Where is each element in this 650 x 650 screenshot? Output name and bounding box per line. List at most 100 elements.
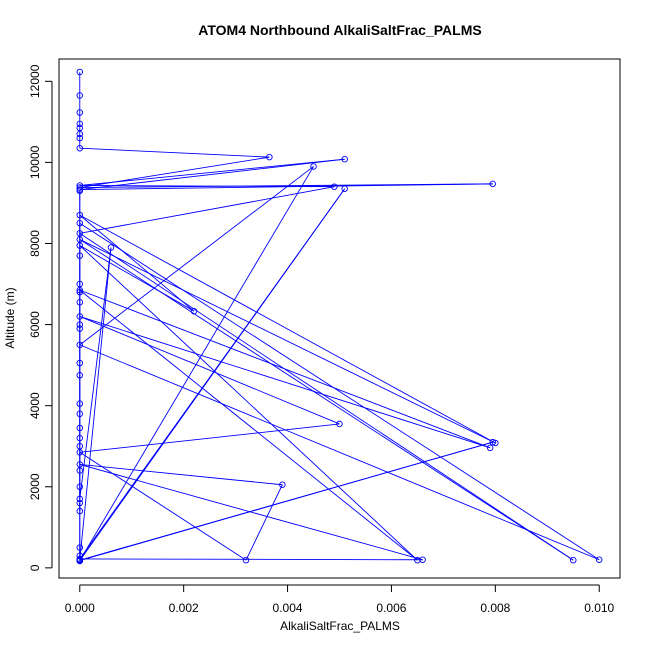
- data-point: [107, 244, 115, 251]
- data-point: [242, 556, 250, 564]
- data-series: [76, 68, 603, 565]
- x-tick-label: 0.008: [480, 601, 510, 615]
- data-point: [76, 286, 84, 294]
- x-tick-label: 0.004: [273, 601, 303, 615]
- series-segment: [79, 239, 574, 561]
- data-point: [76, 288, 84, 296]
- y-axis-label: Altitude (m): [3, 287, 17, 348]
- y-tick-label: 12000: [28, 64, 42, 98]
- data-point: [341, 185, 348, 192]
- series-segment: [79, 316, 491, 449]
- series-segment: [245, 484, 283, 561]
- series-segment: [79, 188, 346, 561]
- data-point: [76, 230, 84, 237]
- series-segment: [79, 289, 418, 561]
- series-segment: [79, 214, 496, 444]
- data-point: [76, 134, 84, 142]
- data-point: [76, 507, 84, 515]
- data-point: [492, 439, 499, 447]
- data-point: [76, 359, 84, 367]
- data-point: [76, 109, 84, 116]
- series-segment: [79, 186, 335, 234]
- x-axis-label: AlkaliSaltFrac_PALMS: [280, 619, 400, 633]
- series-segment: [79, 451, 247, 561]
- data-point: [76, 325, 84, 332]
- series-segment: [79, 158, 345, 191]
- data-point: [76, 252, 84, 259]
- series-segment: [79, 166, 314, 346]
- data-point: [76, 495, 84, 503]
- y-tick-label: 2000: [28, 473, 42, 500]
- data-point: [570, 556, 577, 564]
- data-point: [76, 424, 84, 432]
- chart-title: ATOM4 Northbound AlkaliSaltFrac_PALMS: [198, 22, 481, 38]
- data-point: [336, 420, 343, 428]
- series-segment: [79, 239, 496, 444]
- series-segment: [79, 344, 600, 561]
- data-point: [279, 481, 286, 488]
- series-segment: [79, 185, 335, 188]
- series-segment: [79, 247, 112, 499]
- data-point: [76, 313, 84, 320]
- series-segment: [79, 423, 340, 453]
- data-point: [76, 499, 84, 507]
- y-tick-label: 6000: [28, 311, 42, 338]
- data-point: [76, 557, 84, 565]
- data-point: [331, 183, 338, 190]
- data-point: [76, 372, 84, 379]
- series-segment: [79, 289, 491, 449]
- data-point: [266, 153, 273, 161]
- data-point: [76, 410, 84, 418]
- data-point: [76, 219, 84, 227]
- series-segment: [79, 245, 418, 561]
- data-point: [76, 280, 84, 288]
- data-point: [341, 155, 348, 163]
- data-point: [76, 242, 84, 249]
- x-axis: 0.000 0.002 0.004 0.006 0.008 0.010: [65, 584, 615, 615]
- data-point: [489, 438, 496, 446]
- data-point: [76, 92, 84, 99]
- y-tick-label: 0: [28, 564, 42, 571]
- data-point: [489, 180, 496, 188]
- x-tick-label: 0.010: [584, 601, 614, 615]
- data-point: [76, 442, 84, 450]
- data-point: [76, 341, 84, 349]
- data-point: [76, 449, 84, 456]
- series-segment: [79, 558, 423, 561]
- series-segment: [79, 232, 574, 561]
- data-point: [595, 556, 603, 564]
- series-segment: [79, 316, 340, 425]
- data-point: [190, 307, 198, 315]
- data-point: [76, 124, 84, 132]
- data-point: [76, 130, 84, 138]
- y-tick-label: 4000: [28, 392, 42, 419]
- x-tick-label: 0.000: [65, 601, 95, 615]
- data-point: [76, 187, 84, 195]
- data-point: [486, 444, 494, 452]
- x-tick-label: 0.002: [169, 601, 199, 615]
- series-segment: [79, 464, 283, 486]
- data-point: [76, 321, 84, 328]
- data-point: [76, 144, 84, 152]
- series-segment: [79, 441, 493, 561]
- data-point: [76, 483, 84, 491]
- data-point: [76, 211, 84, 219]
- data-point: [419, 556, 426, 564]
- data-point: [76, 236, 84, 243]
- data-point: [76, 434, 84, 442]
- series-segment: [79, 158, 345, 186]
- data-point: [76, 467, 84, 474]
- data-point: [76, 299, 84, 306]
- series-segment: [79, 245, 195, 312]
- series-segment: [79, 214, 195, 312]
- series-segment: [79, 247, 112, 561]
- series-segment: [79, 147, 270, 158]
- data-point: [310, 163, 317, 170]
- data-point: [76, 184, 84, 191]
- data-point: [76, 544, 84, 551]
- data-point: [76, 461, 84, 468]
- data-point: [76, 400, 84, 407]
- y-axis: 0 2000 4000 6000 8000 10000 12000: [28, 64, 53, 571]
- y-tick-label: 10000: [28, 145, 42, 179]
